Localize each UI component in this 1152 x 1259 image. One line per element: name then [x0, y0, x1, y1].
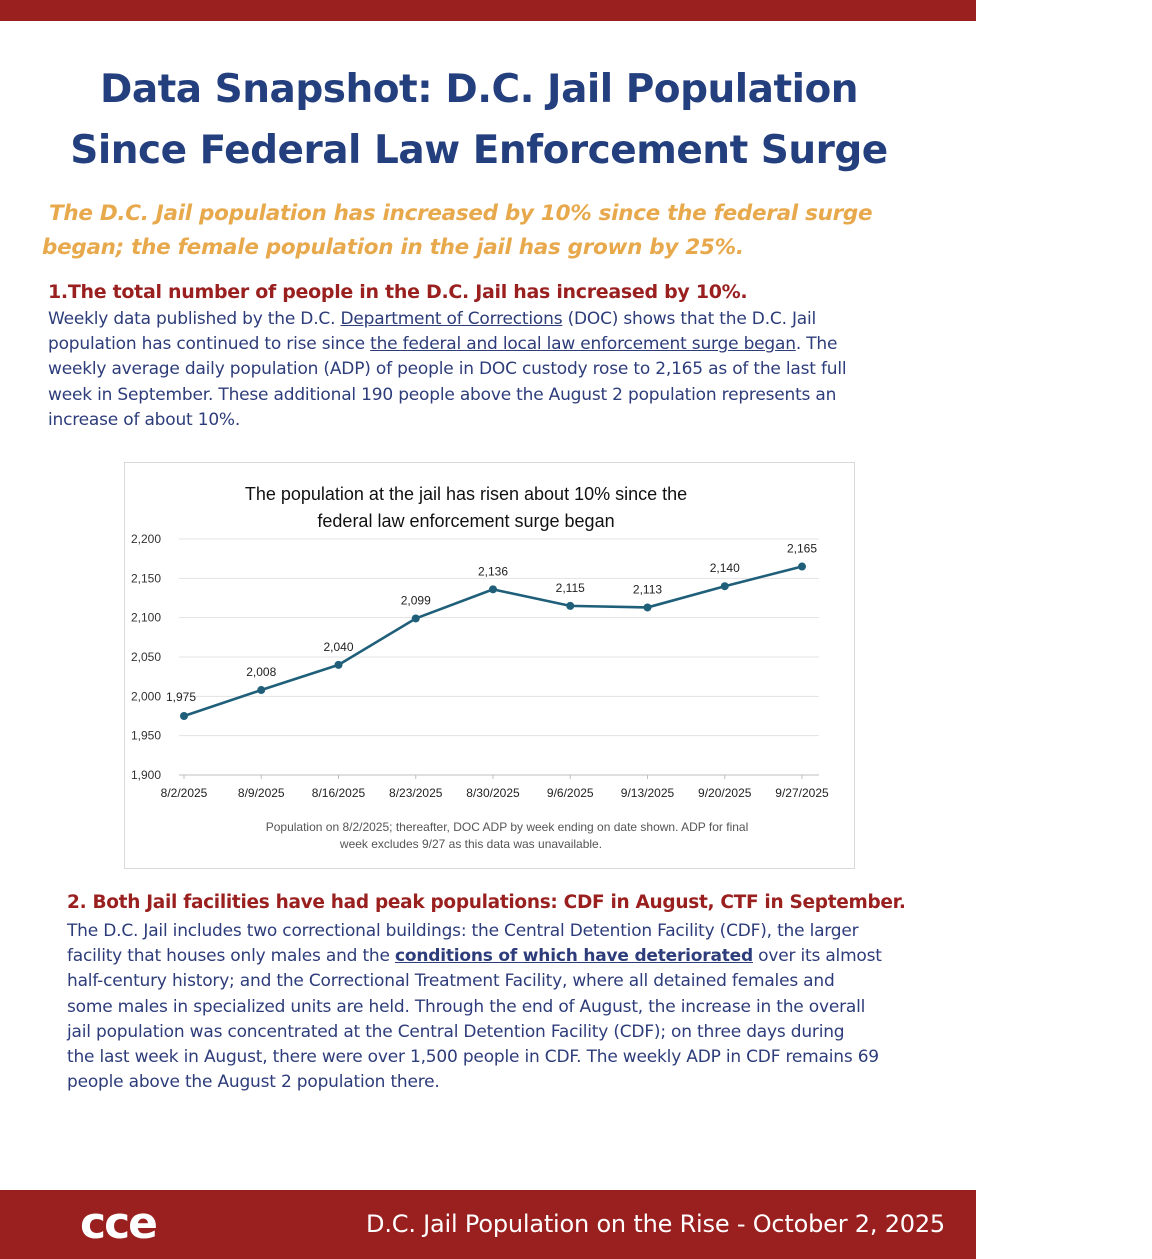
paragraph-line: some males in specialized units are held… [67, 996, 866, 1017]
data-point [566, 601, 575, 610]
data-point [334, 660, 343, 669]
paragraph-line: weekly average daily population (ADP) of… [48, 359, 847, 380]
y-tick-label: 2,150 [131, 571, 161, 585]
cce-logo: cce [80, 1198, 158, 1249]
data-point [411, 614, 420, 623]
paragraph-line: the last week in August, there were over… [67, 1047, 879, 1068]
data-label: 2,008 [246, 665, 276, 679]
data-point [180, 712, 188, 720]
text-run: facility that houses only males and the [67, 946, 395, 967]
text-run: Weekly data published by the D.C. [48, 309, 341, 329]
subtitle-line-1: The D.C. Jail population has increased b… [49, 201, 873, 226]
y-tick-label: 2,000 [131, 689, 161, 703]
y-tick-label: 2,050 [131, 650, 161, 664]
data-point [643, 603, 652, 612]
paragraph-line: increase of about 10%. [48, 409, 241, 430]
paragraph-line: Weekly data published by the D.C. Depart… [48, 307, 948, 332]
top-accent-bar [0, 0, 976, 21]
data-point [257, 686, 266, 695]
data-point [720, 582, 729, 591]
data-point [489, 585, 497, 594]
x-tick-label: 8/9/2025 [238, 786, 285, 800]
text-run: (DOC) shows that the D.C. Jail [562, 309, 817, 329]
page-title-line-1: Data Snapshot: D.C. Jail Population [99, 67, 859, 112]
doc-link[interactable]: Department of Corrections [340, 309, 563, 329]
surge-link[interactable]: the federal and local law enforcement su… [370, 334, 796, 355]
x-tick-label: 8/2/2025 [161, 786, 208, 800]
y-tick-label: 1,950 [131, 729, 161, 743]
section-1-paragraph: Weekly data published by the D.C. Depart… [48, 307, 948, 433]
y-tick-label: 2,200 [131, 532, 161, 546]
x-tick-label: 9/27/2025 [775, 786, 829, 800]
data-label: 2,165 [787, 542, 817, 556]
paragraph-line: week in September. These additional 190 … [48, 384, 837, 405]
summary-subtitle: The D.C. Jail population has increased b… [42, 197, 942, 265]
section-1-heading: 1.The total number of people in the D.C.… [48, 281, 748, 303]
text-run: . The [795, 334, 838, 355]
chart-title-line-2: federal law enforcement surge began [317, 511, 614, 531]
data-label: 2,099 [401, 593, 431, 607]
chart-canvas: The population at the jail has risen abo… [131, 484, 829, 851]
data-label: 2,115 [556, 581, 585, 595]
text-run: over its almost [752, 946, 882, 967]
paragraph-line: population has continued to rise since t… [48, 332, 948, 357]
chart-note-line-2: week excludes 9/27 as this data was unav… [339, 837, 602, 851]
paragraph-line: facility that houses only males and the … [67, 944, 967, 969]
x-tick-label: 8/23/2025 [389, 786, 443, 800]
y-tick-label: 2,100 [131, 611, 161, 625]
subtitle-line-2: began; the female population in the jail… [42, 235, 744, 260]
page-title-line-2: Since Federal Law Enforcement Surge [70, 128, 888, 173]
x-tick-label: 8/30/2025 [466, 786, 520, 800]
chart-note-line-1: Population on 8/2/2025; thereafter, DOC … [266, 820, 749, 834]
paragraph-line: people above the August 2 population the… [67, 1072, 440, 1093]
data-label: 2,040 [323, 640, 353, 654]
footer-bar: cce D.C. Jail Population on the Rise - O… [0, 1190, 976, 1259]
text-run: population has continued to rise since [48, 334, 371, 355]
x-tick-label: 9/6/2025 [547, 786, 594, 800]
x-tick-label: 9/13/2025 [621, 786, 675, 800]
data-label: 2,136 [478, 564, 508, 578]
chart-title-line-1: The population at the jail has risen abo… [245, 484, 687, 504]
conditions-link[interactable]: conditions of which have deteriorated [394, 946, 753, 967]
data-label: 1,975 [166, 690, 196, 704]
data-point [798, 562, 806, 571]
section-2-heading: 2. Both Jail facilities have had peak po… [67, 892, 906, 913]
population-chart: The population at the jail has risen abo… [124, 462, 855, 869]
x-tick-label: 9/20/2025 [698, 786, 752, 800]
paragraph-line: jail population was concentrated at the … [67, 1021, 845, 1042]
paragraph-line: half-century history; and the Correction… [67, 971, 835, 992]
x-tick-label: 8/16/2025 [312, 786, 366, 800]
data-label: 2,113 [633, 582, 662, 596]
section-2-paragraph: The D.C. Jail includes two correctional … [67, 919, 967, 1095]
footer-caption: D.C. Jail Population on the Rise - Octob… [366, 1210, 945, 1238]
paragraph-line: The D.C. Jail includes two correctional … [67, 921, 859, 941]
data-label: 2,140 [710, 561, 740, 575]
y-tick-label: 1,900 [131, 768, 161, 782]
